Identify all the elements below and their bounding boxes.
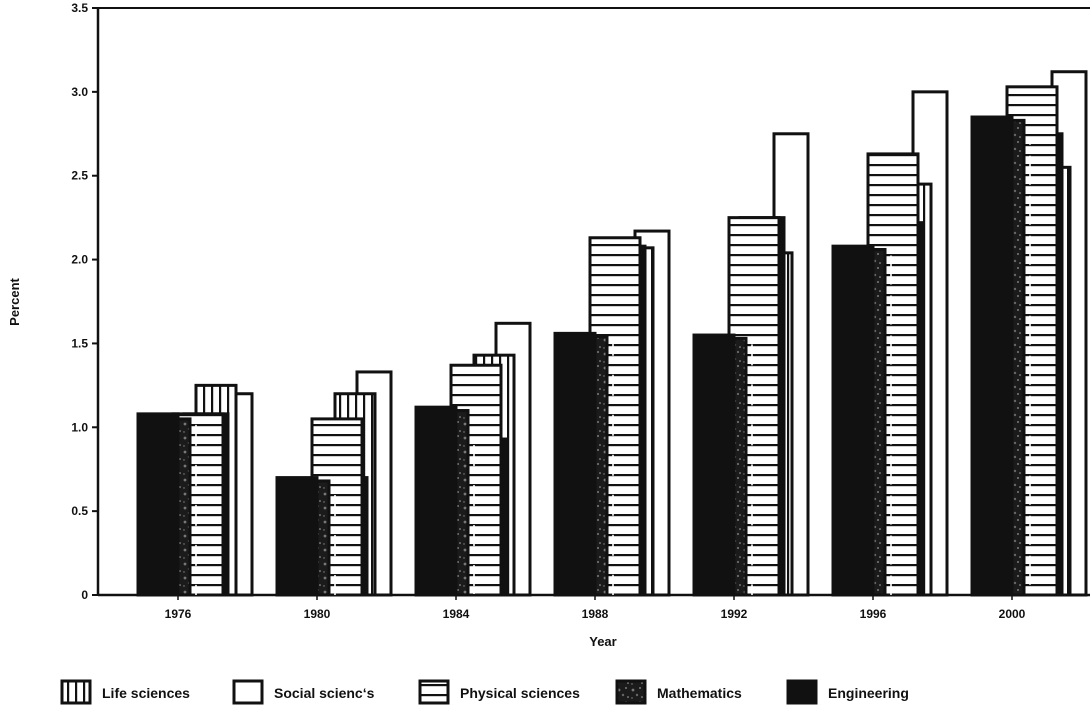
legend-label: Physical sciences [460, 685, 580, 701]
legend-item-social-scienc-s: Social scienc‘s [232, 679, 375, 705]
legend-swatch [615, 679, 647, 705]
bar-engineering-1996 [831, 244, 875, 597]
legend-label: Social scienc‘s [274, 685, 375, 701]
legend-item-physical-sciences: Physical sciences [418, 679, 580, 705]
x-tick-label-1984: 1984 [443, 607, 470, 621]
legend-item-life-sciences: Life sciences [60, 679, 190, 705]
bar-engineering-1988 [553, 331, 597, 597]
x-tick-label-1976: 1976 [165, 607, 192, 621]
bar-group-1980 [275, 370, 393, 597]
bar-engineering-1984 [414, 405, 458, 597]
x-axis-ticks: 1976 1980 1984 1988 1992 1996 2000 [165, 595, 1026, 621]
legend-label: Mathematics [657, 685, 742, 701]
bar-group-1984 [414, 321, 532, 597]
legend-swatch [418, 679, 450, 705]
x-tick-label-1980: 1980 [304, 607, 331, 621]
y-tick-label: 1.0 [71, 420, 88, 434]
y-tick-label: 2.0 [71, 253, 88, 267]
legend-label: Engineering [828, 685, 909, 701]
bar-engineering-1976 [136, 412, 180, 597]
legend-item-mathematics: Mathematics [615, 679, 742, 705]
x-axis-title: Year [589, 634, 616, 649]
bar-group-1976 [136, 383, 254, 597]
legend-item-engineering: Engineering [786, 679, 909, 705]
legend-label: Life sciences [102, 685, 190, 701]
legend-swatch [232, 679, 264, 705]
bar-engineering-2000 [970, 115, 1014, 597]
y-tick-label: 3.0 [71, 85, 88, 99]
x-tick-label-1996: 1996 [860, 607, 887, 621]
legend: Life sciences Social scienc‘s Physical sci… [60, 679, 909, 705]
bar-group-2000 [970, 70, 1088, 597]
y-axis-title: Percent [7, 277, 22, 325]
bar-engineering-1980 [275, 476, 319, 597]
y-tick-label: 3.5 [71, 1, 88, 15]
bar-group-1992 [692, 132, 810, 597]
x-tick-label-2000: 2000 [999, 607, 1026, 621]
y-axis-ticks: 0 0.5 1.0 1.5 2.0 2.5 3.0 3.5 [71, 1, 98, 602]
x-tick-label-1992: 1992 [721, 607, 748, 621]
y-tick-label: 0.5 [71, 504, 88, 518]
legend-swatch [60, 679, 92, 705]
bar-group-1996 [831, 90, 949, 597]
bars [136, 70, 1088, 597]
bar-group-1988 [553, 229, 671, 597]
x-tick-label-1988: 1988 [582, 607, 609, 621]
y-tick-label: 1.5 [71, 336, 88, 350]
legend-swatch [786, 679, 818, 705]
y-tick-label: 2.5 [71, 169, 88, 183]
bar-engineering-1992 [692, 333, 736, 597]
y-tick-label: 0 [81, 588, 88, 602]
